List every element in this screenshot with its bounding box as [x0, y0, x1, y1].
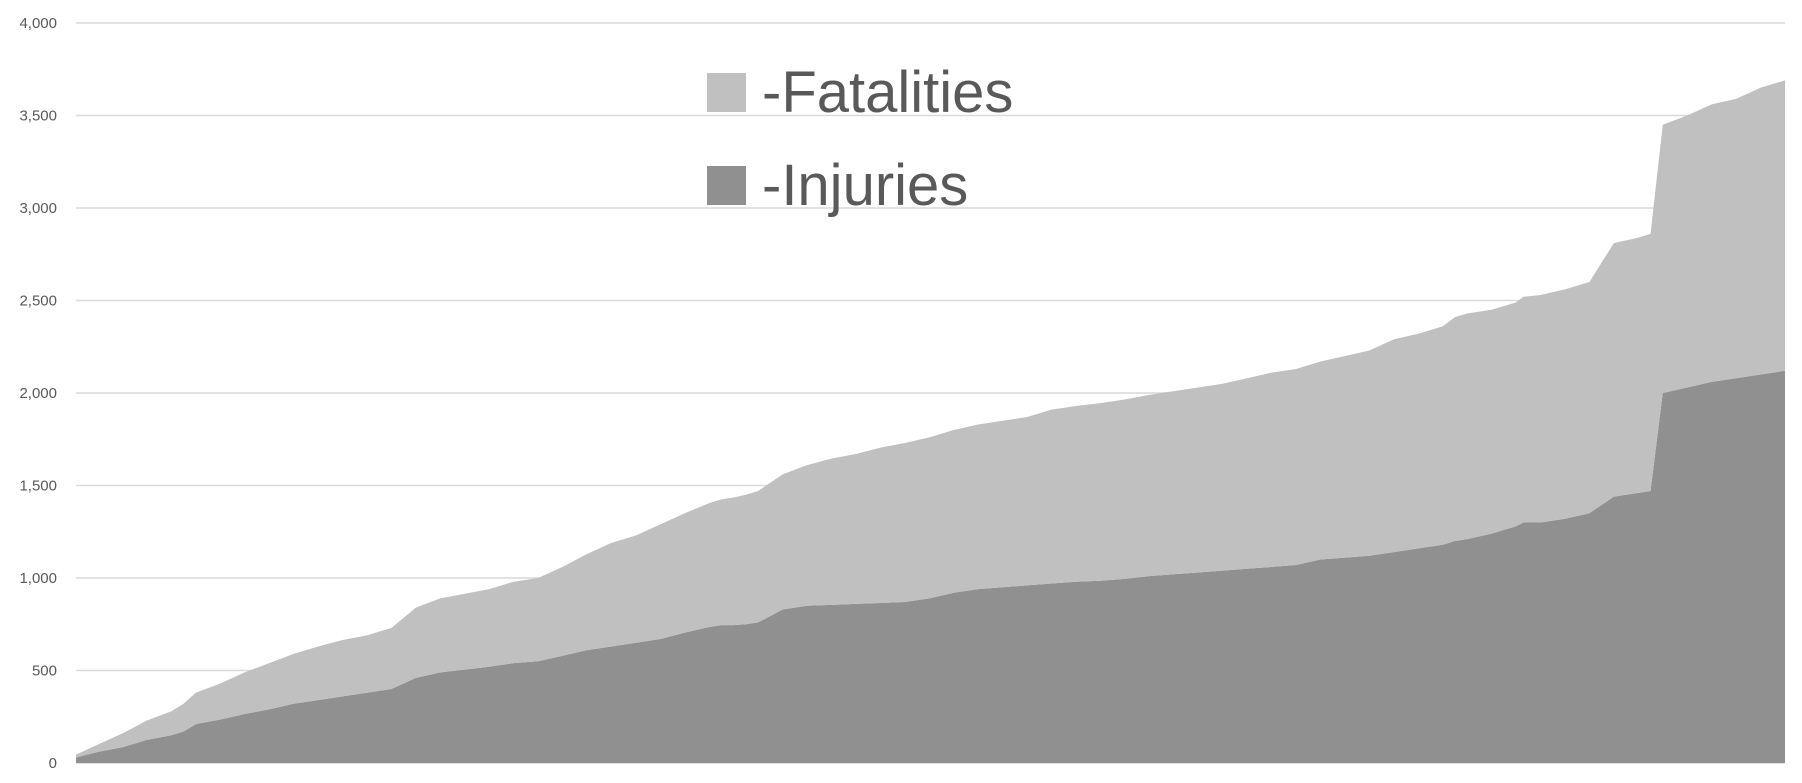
y-tick-label: 0 [49, 755, 57, 772]
y-tick-label: 500 [32, 663, 57, 680]
legend-label-fatalities: -Fatalities [762, 60, 1013, 125]
legend-label-injuries: -Injuries [762, 153, 968, 218]
y-tick-label: 1,500 [19, 478, 57, 495]
legend-item-injuries: -Injuries [707, 153, 968, 218]
y-tick-label: 2,000 [19, 385, 57, 402]
legend-swatch-injuries [707, 166, 746, 205]
y-tick-label: 2,500 [19, 293, 57, 310]
area-series-injuries [76, 370, 1785, 763]
area-series-fatalities [76, 80, 1785, 758]
y-tick-label: 3,500 [19, 108, 57, 125]
area-series-layer [76, 80, 1785, 763]
legend-swatch-fatalities [707, 73, 746, 112]
legend: -Fatalities -Injuries [707, 60, 1013, 218]
legend-item-fatalities: -Fatalities [707, 60, 1013, 125]
y-tick-label: 4,000 [19, 15, 57, 32]
y-axis-tick-labels: 0 500 1,000 1,500 2,000 2,500 3,000 3,500 4,000 [19, 15, 57, 772]
y-tick-label: 3,000 [19, 200, 57, 217]
y-tick-label: 1,000 [19, 570, 57, 587]
